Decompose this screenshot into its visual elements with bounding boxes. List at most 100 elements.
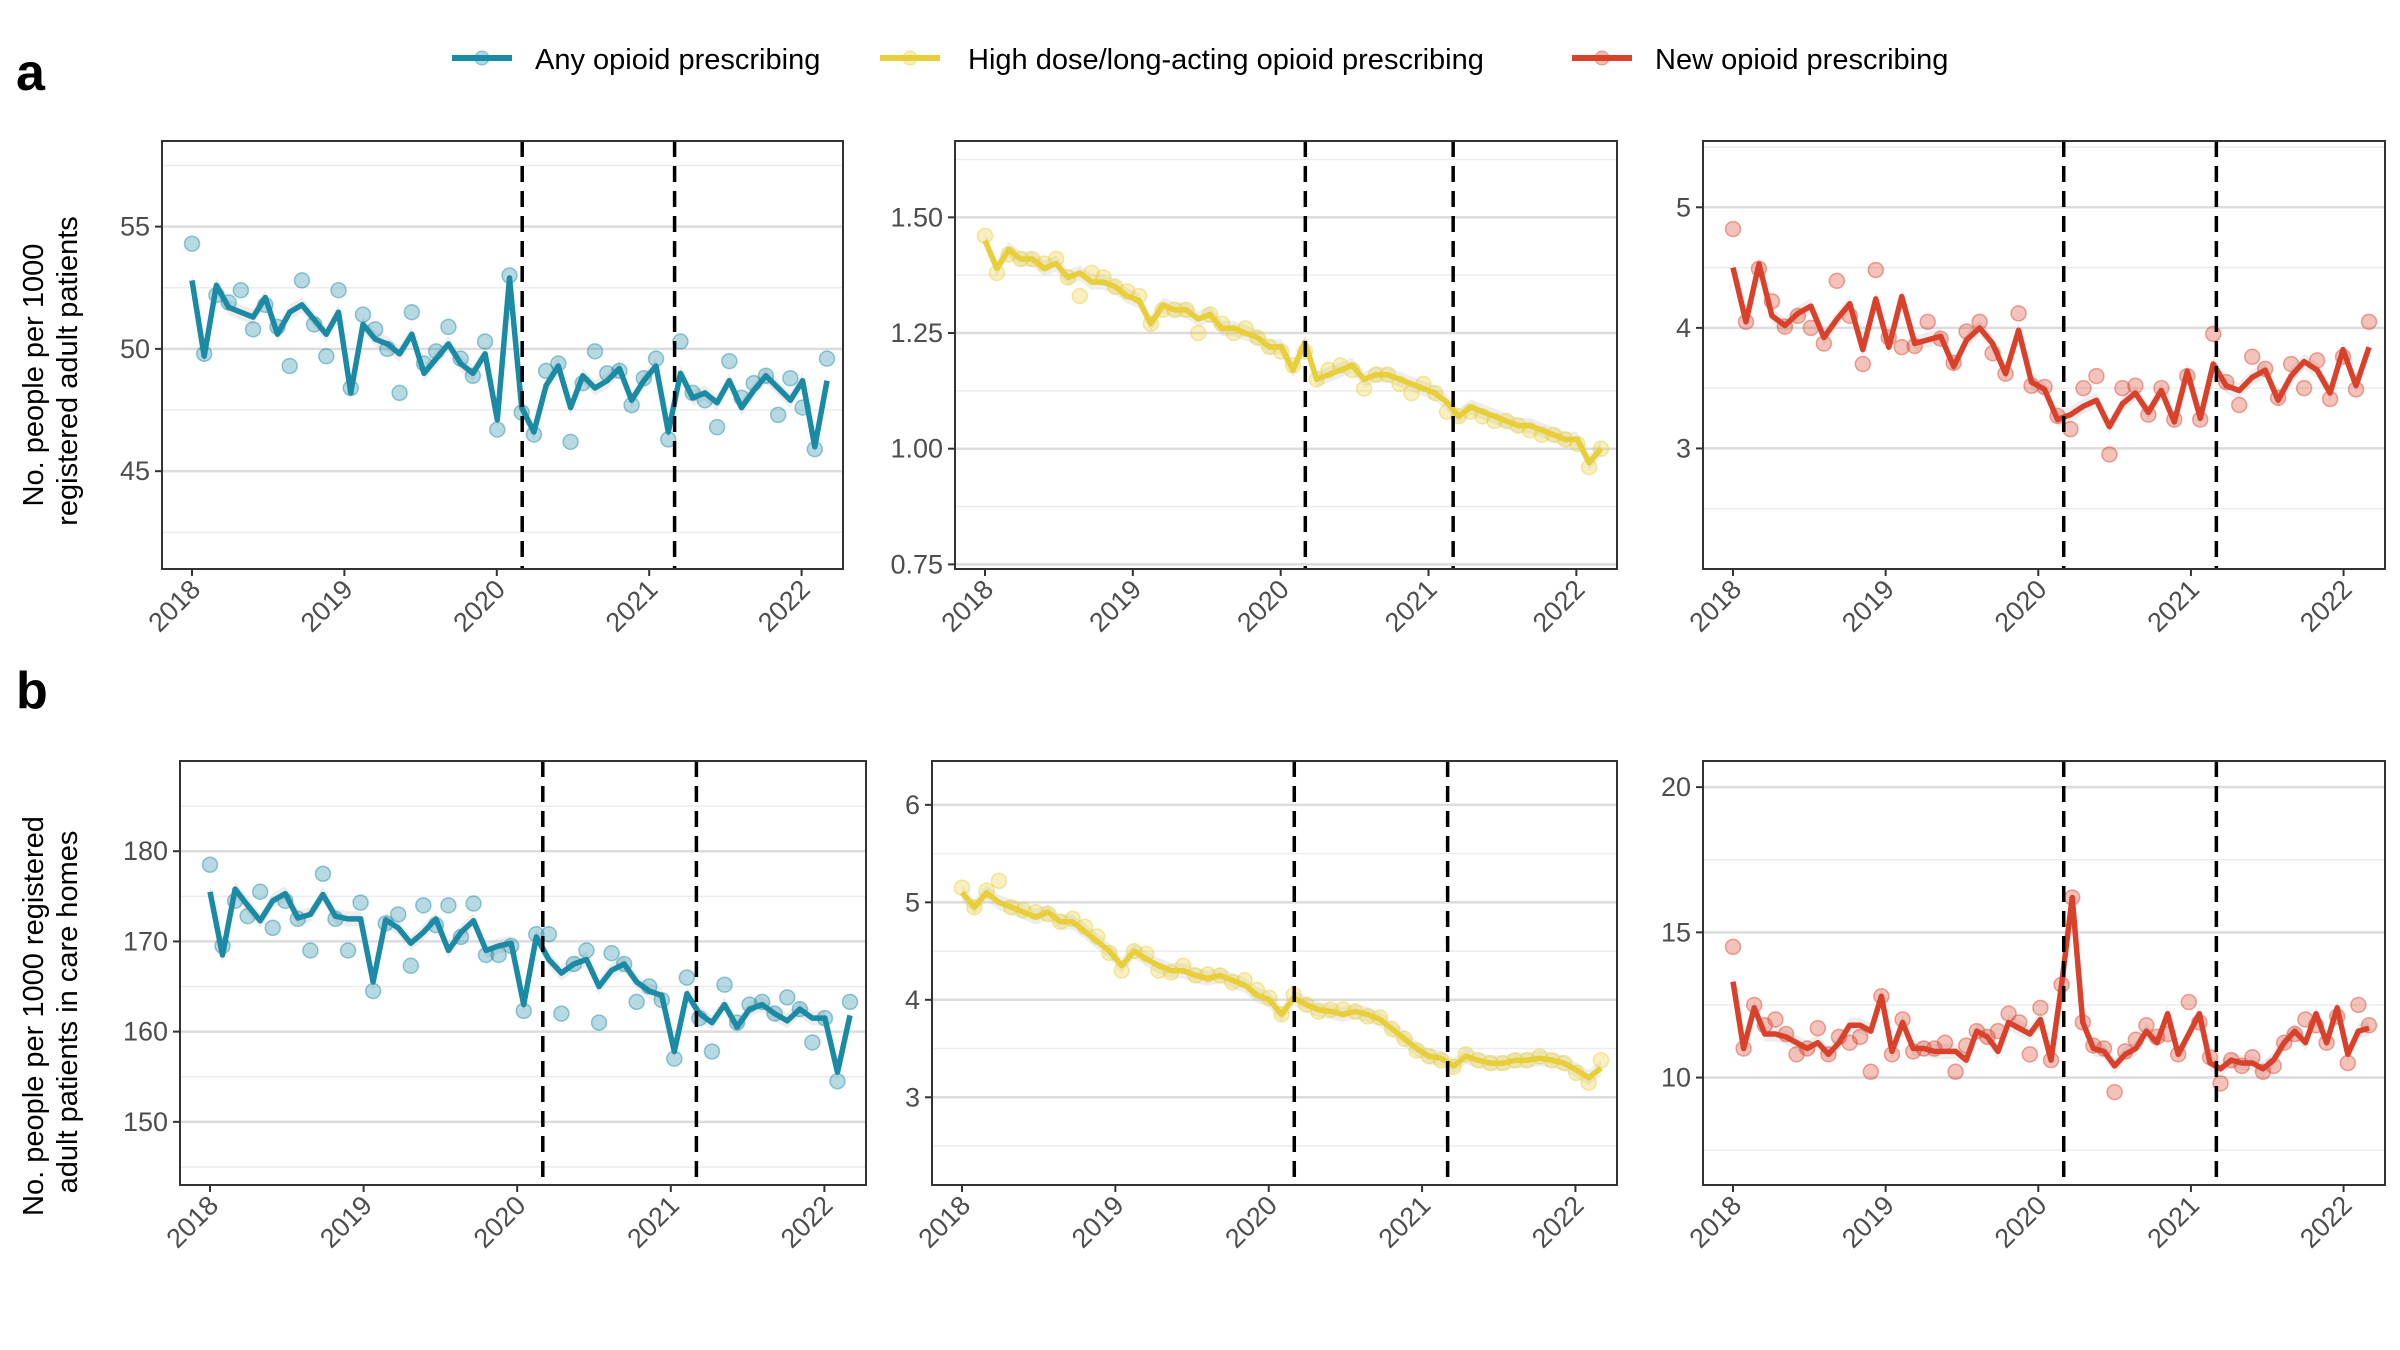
x-tick-label: 2018: [1684, 574, 1748, 638]
observed-point: [1724, 220, 1742, 238]
observed-point: [1809, 1019, 1827, 1037]
row-label-a: a: [16, 44, 46, 102]
observed-point: [1189, 324, 1207, 342]
fitted-line: [959, 889, 1603, 1081]
observed-point: [1936, 1034, 1954, 1051]
observed-point: [2010, 305, 2027, 322]
y-tick-label: 20: [1661, 772, 1691, 802]
panel-b1: 150 160 170 180 2018 2019 2020 2021 2022: [123, 760, 867, 1254]
observed-point: [1592, 1051, 1610, 1069]
x-tick-label: 2019: [295, 574, 359, 638]
x-tick-label: 2019: [314, 1190, 378, 1254]
observed-point: [678, 969, 696, 986]
x-tick-label: 2020: [1219, 1190, 1283, 1254]
observed-point: [708, 418, 726, 436]
observed-point: [2243, 348, 2261, 366]
x-tick-label: 2019: [1066, 1190, 1130, 1254]
x-tick-label: 2022: [2294, 574, 2358, 638]
y-tick-label: 5: [905, 887, 920, 917]
observed-point: [1788, 1046, 1805, 1063]
observed-point: [281, 357, 298, 375]
observed-point: [703, 1043, 721, 1060]
y-tick-label: 170: [123, 926, 168, 956]
observed-point: [586, 343, 604, 360]
observed-point: [1919, 313, 1936, 331]
observed-point: [2339, 1054, 2357, 1072]
y-axis-label-row-a-line-1: No. people per 1000: [18, 244, 50, 507]
x-tick-label: 2022: [2294, 1190, 2358, 1254]
fitted-line: [207, 886, 853, 1075]
observed-point: [562, 433, 579, 451]
observed-point: [2295, 379, 2313, 397]
observed-point: [1947, 1063, 1964, 1080]
observed-point: [465, 895, 482, 912]
observed-point: [476, 333, 494, 350]
observed-point: [2021, 1046, 2039, 1063]
legend: Any opioid prescribing High dose/long-ac…: [452, 44, 1948, 76]
x-tick-label: 2021: [1379, 574, 1443, 638]
observed-point: [232, 281, 250, 299]
observed-point: [314, 865, 332, 883]
y-tick-label: 45: [120, 456, 150, 486]
legend-item-high-dose: High dose/long-acting opioid prescribing: [880, 44, 1484, 76]
x-tick-label: 2019: [1083, 574, 1147, 638]
observed-point: [339, 942, 357, 959]
confidence-band: [985, 232, 1601, 471]
observed-point: [403, 303, 421, 321]
y-tick-label: 4: [905, 985, 920, 1015]
observed-point: [391, 384, 408, 402]
observed-point: [841, 993, 859, 1011]
observed-point: [628, 993, 645, 1011]
observed-point: [540, 925, 558, 943]
observed-point: [990, 872, 1008, 890]
observed-point: [364, 982, 382, 1000]
legend-item-new: New opioid prescribing: [1572, 44, 1948, 76]
x-tick-label: 2018: [936, 574, 1000, 638]
observed-point: [201, 856, 219, 873]
legend-swatch-high-dose-dot: [902, 50, 918, 66]
panel-a3: 3 4 5 2018 2019 2020 2021 2022: [1676, 140, 2386, 638]
observed-point: [1893, 338, 1910, 356]
y-tick-label: 3: [1676, 433, 1691, 463]
row-label-b: b: [16, 662, 48, 720]
observed-point: [330, 281, 347, 299]
x-tick-label: 2018: [143, 574, 207, 638]
x-tick-label: 2022: [775, 1190, 839, 1254]
x-tick-label: 2019: [1836, 1190, 1900, 1254]
observed-point: [389, 906, 407, 923]
y-axis-label-row-b-line-2: adult patients in care homes: [52, 831, 84, 1194]
x-tick-label: 2022: [752, 574, 816, 638]
observed-point: [769, 406, 787, 424]
observed-point: [2106, 1083, 2123, 1101]
x-tick-label: 2022: [1526, 1190, 1590, 1254]
fitted-line: [982, 239, 1604, 466]
observed-point: [578, 942, 595, 959]
x-tick-label: 2021: [2141, 574, 2205, 638]
observed-point: [779, 989, 796, 1006]
panel-border: [179, 760, 867, 1186]
y-tick-label: 3: [905, 1082, 920, 1112]
y-tick-label: 1.50: [890, 202, 943, 232]
panel-border: [931, 760, 1618, 1186]
x-tick-label: 2020: [1989, 1190, 2053, 1254]
x-tick-label: 2021: [1373, 1190, 1437, 1254]
legend-item-any: Any opioid prescribing: [452, 44, 820, 76]
observed-point: [318, 347, 335, 365]
observed-point: [2360, 313, 2378, 331]
observed-point: [264, 919, 281, 937]
legend-label-any: Any opioid prescribing: [535, 44, 820, 76]
y-tick-label: 150: [123, 1107, 168, 1137]
panel-border: [1702, 760, 2386, 1186]
observed-point: [553, 1005, 570, 1022]
y-tick-label: 6: [905, 790, 920, 820]
observed-point: [2075, 379, 2092, 397]
panel-b2: 3 4 5 6 2018 2019 2020 2021 2022: [905, 760, 1618, 1254]
observed-point: [716, 976, 733, 993]
observed-point: [2180, 993, 2198, 1011]
panel-a1: 45 50 55 2018 2019 2020 2021 2022: [120, 140, 844, 638]
observed-point: [2350, 996, 2367, 1014]
observed-point: [829, 1073, 846, 1090]
x-tick-label: 2018: [161, 1190, 225, 1254]
x-tick-label: 2020: [1231, 574, 1295, 638]
observed-point: [183, 235, 201, 252]
